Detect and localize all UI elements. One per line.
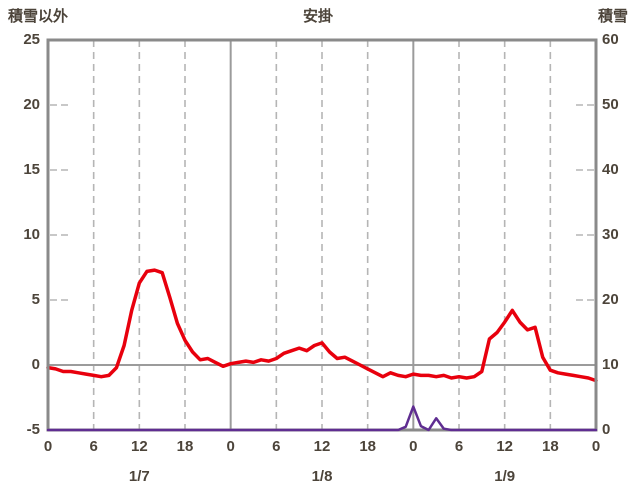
- x-hour-tick-label: 0: [226, 438, 235, 455]
- x-day-label: 1/8: [311, 468, 333, 485]
- x-hour-tick-label: 0: [43, 438, 53, 455]
- x-hour-tick-label: 12: [130, 438, 148, 455]
- y-left-tick-label: -5: [26, 421, 40, 438]
- x-day-label: 1/9: [494, 468, 516, 485]
- x-hour-tick-label: 18: [176, 438, 194, 455]
- y-right-tick-label: 40: [602, 161, 619, 178]
- left-axis-title: 積雪以外: [8, 8, 69, 25]
- x-day-label: 1/7: [128, 468, 150, 485]
- y-left-tick-label: 15: [23, 161, 40, 178]
- y-right-tick-label: 20: [602, 291, 619, 308]
- y-left-tick-label: 10: [23, 226, 40, 243]
- x-hour-tick-label: 18: [359, 438, 376, 455]
- y-left-tick-label: 25: [23, 31, 40, 48]
- x-hour-tick-label: 6: [454, 438, 464, 455]
- y-left-tick-label: 0: [31, 356, 40, 373]
- x-hour-tick-label: 18: [541, 438, 559, 455]
- y-right-tick-label: 50: [602, 96, 619, 113]
- temperature-series-line: [46, 268, 598, 383]
- y-right-tick-label: 10: [602, 356, 619, 373]
- chart-title: 安掛: [302, 8, 333, 25]
- x-hour-tick-label: 0: [409, 438, 418, 455]
- right-axis-title: 積雪: [597, 8, 628, 25]
- x-hour-tick-label: 0: [591, 438, 601, 455]
- x-hour-tick-label: 6: [272, 438, 281, 455]
- y-right-tick-label: 30: [602, 226, 619, 243]
- y-left-tick-label: 20: [23, 96, 40, 113]
- x-hour-tick-label: 6: [89, 438, 98, 455]
- snow-series-line: [46, 405, 598, 432]
- y-right-tick-label: 60: [602, 31, 619, 48]
- y-right-tick-label: 0: [602, 421, 611, 438]
- x-hour-tick-label: 12: [313, 438, 331, 455]
- x-hour-tick-label: 12: [496, 438, 513, 455]
- y-left-tick-label: 5: [31, 291, 40, 308]
